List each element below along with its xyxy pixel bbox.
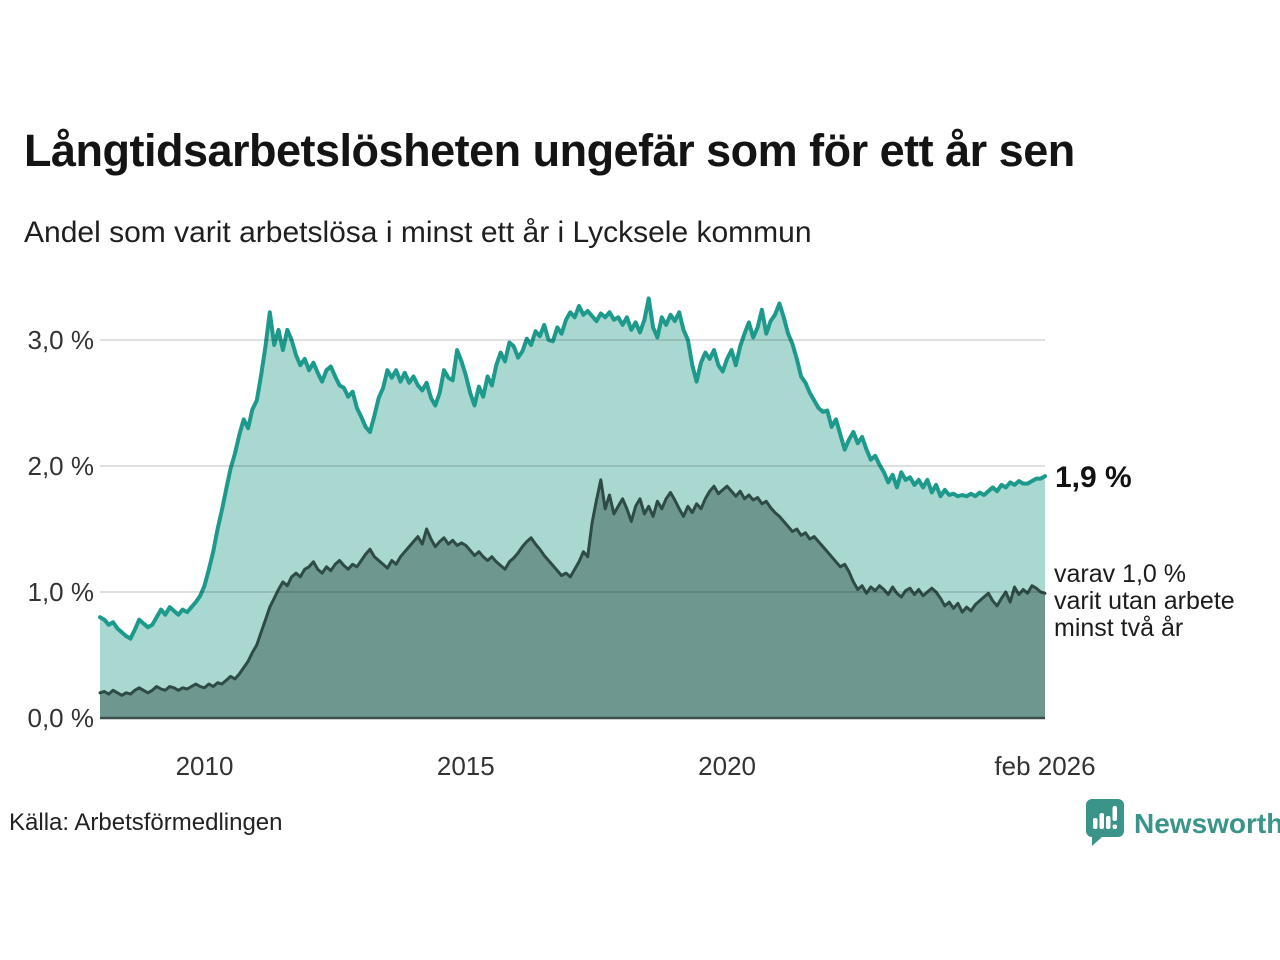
source-credit: Källa: Arbetsförmedlingen (9, 809, 283, 836)
end-value-total-label: 1,9 % (1055, 461, 1132, 494)
x-tick-label-2010: 2010 (176, 751, 234, 781)
x-tick-label-feb-2026: feb 2026 (994, 751, 1095, 781)
y-tick-label-1: 1,0 % (28, 577, 95, 607)
chart-title: Långtidsarbetslösheten ungefär som för e… (24, 125, 1075, 176)
chart-subtitle: Andel som varit arbetslösa i minst ett å… (24, 216, 812, 249)
y-tick-label-0: 0,0 % (28, 703, 95, 733)
newsworthy-wordmark: Newsworthy (1134, 808, 1280, 839)
y-tick-label-3: 3,0 % (28, 325, 95, 355)
x-tick-label-2015: 2015 (437, 751, 495, 781)
end-value-subset-label: varav 1,0 % varit utan arbete minst två … (1054, 560, 1235, 642)
x-tick-label-2020: 2020 (698, 751, 756, 781)
y-tick-label-2: 2,0 % (28, 451, 95, 481)
newsworthy-bubble-chart-icon (1086, 799, 1124, 846)
series-1-line (98, 478, 1047, 697)
series-0-line (98, 296, 1047, 641)
newsworthy-logo: Newsworthy (1086, 797, 1280, 847)
